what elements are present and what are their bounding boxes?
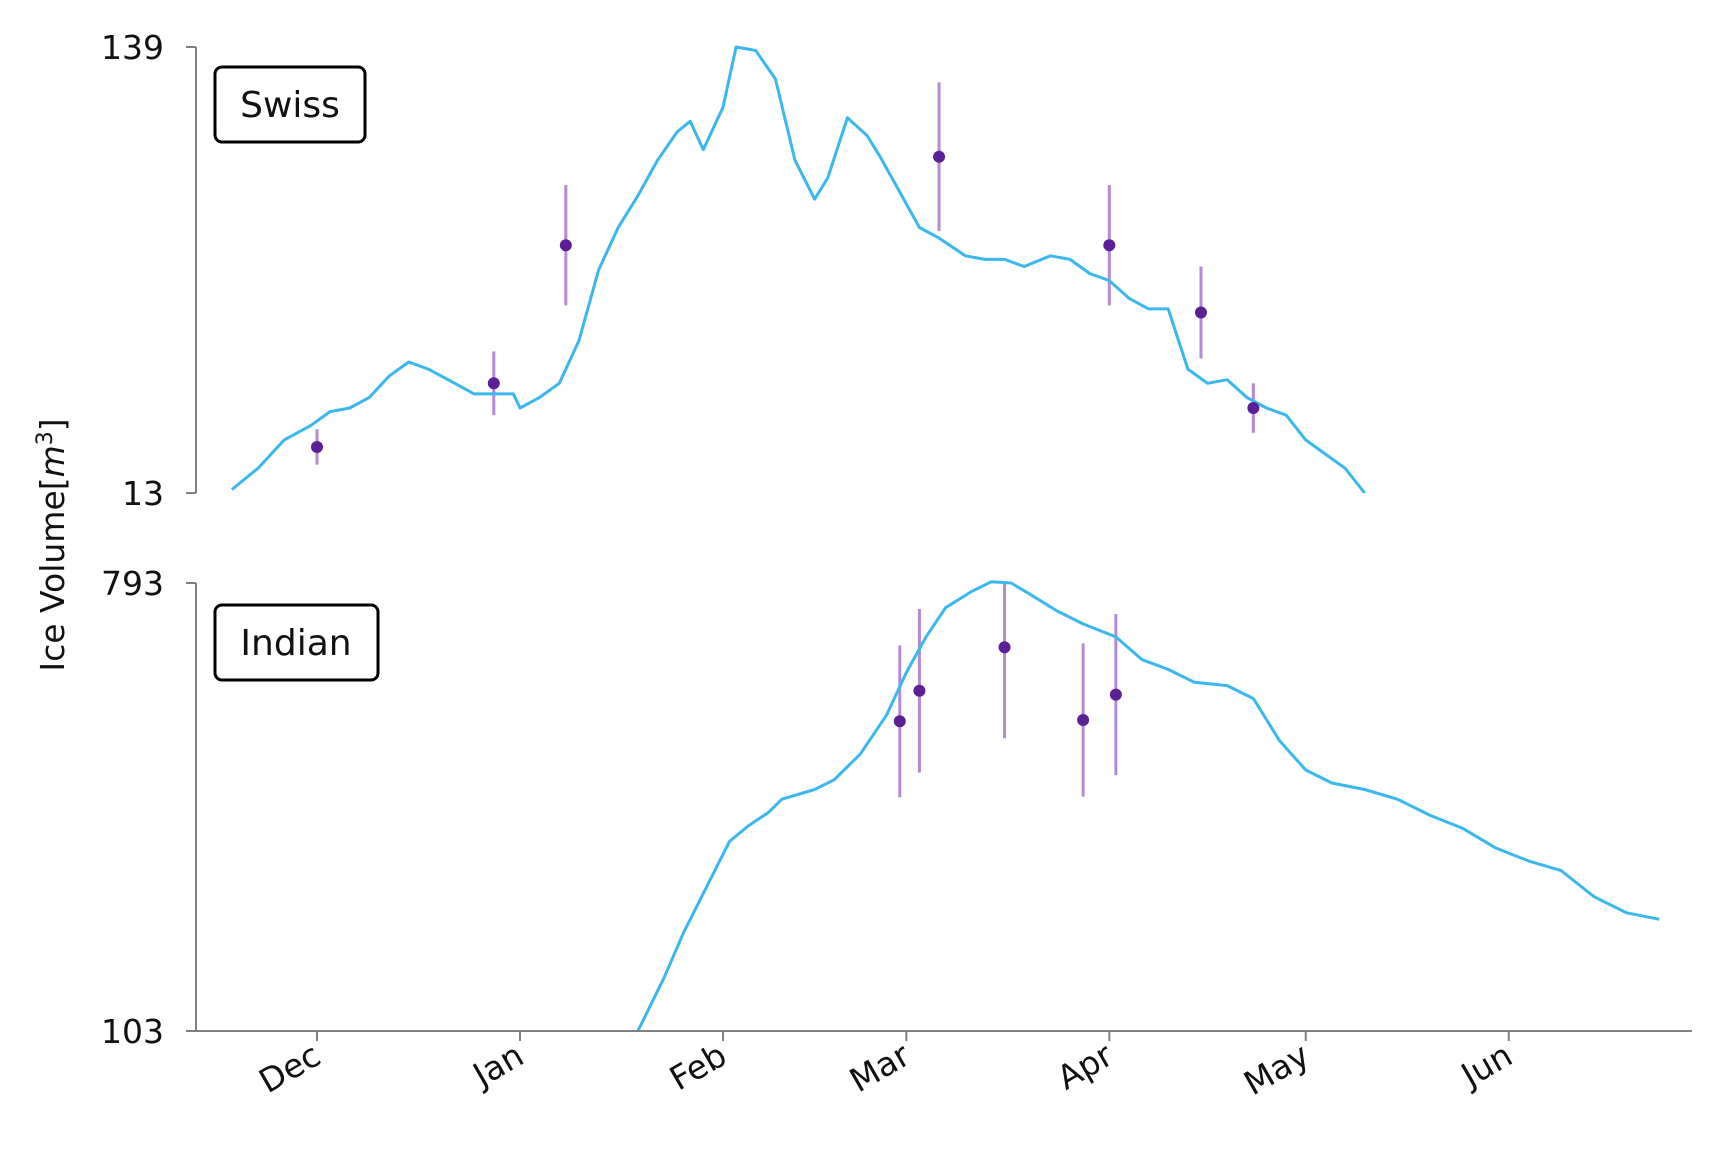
indian-panel: 793 103 Indian bbox=[101, 564, 1660, 1051]
indian-data-point bbox=[893, 715, 906, 728]
swiss-error-bars bbox=[315, 82, 1255, 465]
swiss-observation-points bbox=[311, 150, 1260, 453]
indian-data-point bbox=[998, 641, 1011, 654]
swiss-data-point bbox=[1247, 402, 1260, 415]
indian-model-line bbox=[636, 580, 1660, 1032]
swiss-panel: 139 13 Swiss bbox=[101, 28, 1366, 513]
indian-label-box bbox=[213, 603, 380, 682]
swiss-label-text: Swiss bbox=[240, 85, 340, 126]
swiss-model-line bbox=[230, 45, 1366, 494]
x-tick-label-feb: Feb bbox=[663, 1035, 733, 1098]
y-axis-label-text: Ice Volume bbox=[33, 490, 72, 671]
indian-panel-label: Indian bbox=[213, 603, 380, 682]
swiss-data-point bbox=[1103, 239, 1116, 252]
x-tick-label-apr: Apr bbox=[1050, 1035, 1119, 1098]
indian-data-point bbox=[1109, 688, 1122, 701]
x-tick-label-jun: Jun bbox=[1453, 1035, 1519, 1096]
x-tick-label-mar: Mar bbox=[843, 1035, 917, 1100]
indian-y-tick-label-max: 793 bbox=[101, 564, 164, 603]
swiss-panel-label: Swiss bbox=[213, 65, 367, 144]
swiss-data-point bbox=[311, 440, 323, 453]
indian-label-text: Indian bbox=[240, 623, 351, 664]
x-axis-ticks: Dec Jan Feb Mar Apr May Jun bbox=[252, 1031, 1519, 1103]
y-axis-label: Ice Volume[m3] bbox=[33, 418, 73, 671]
indian-error-bars bbox=[898, 583, 1118, 798]
y-axis-label-exponent: 3 bbox=[33, 431, 58, 445]
x-tick-label-jan: Jan bbox=[465, 1035, 530, 1095]
y-axis-label-unit: m bbox=[33, 445, 72, 477]
swiss-label-box bbox=[213, 65, 367, 144]
swiss-y-tick-label-max: 139 bbox=[101, 28, 164, 67]
x-tick-label-dec: Dec bbox=[252, 1035, 327, 1101]
swiss-data-point bbox=[933, 150, 946, 163]
swiss-data-point bbox=[559, 239, 572, 252]
indian-y-tick-label-min: 103 bbox=[101, 1012, 164, 1051]
swiss-y-tick-label-min: 13 bbox=[122, 474, 164, 513]
indian-observation-points bbox=[893, 641, 1122, 728]
indian-data-point bbox=[1077, 713, 1090, 726]
x-tick-label-may: May bbox=[1237, 1035, 1316, 1103]
swiss-data-point bbox=[1194, 306, 1207, 319]
swiss-data-point bbox=[487, 377, 500, 390]
indian-data-point bbox=[913, 684, 926, 697]
